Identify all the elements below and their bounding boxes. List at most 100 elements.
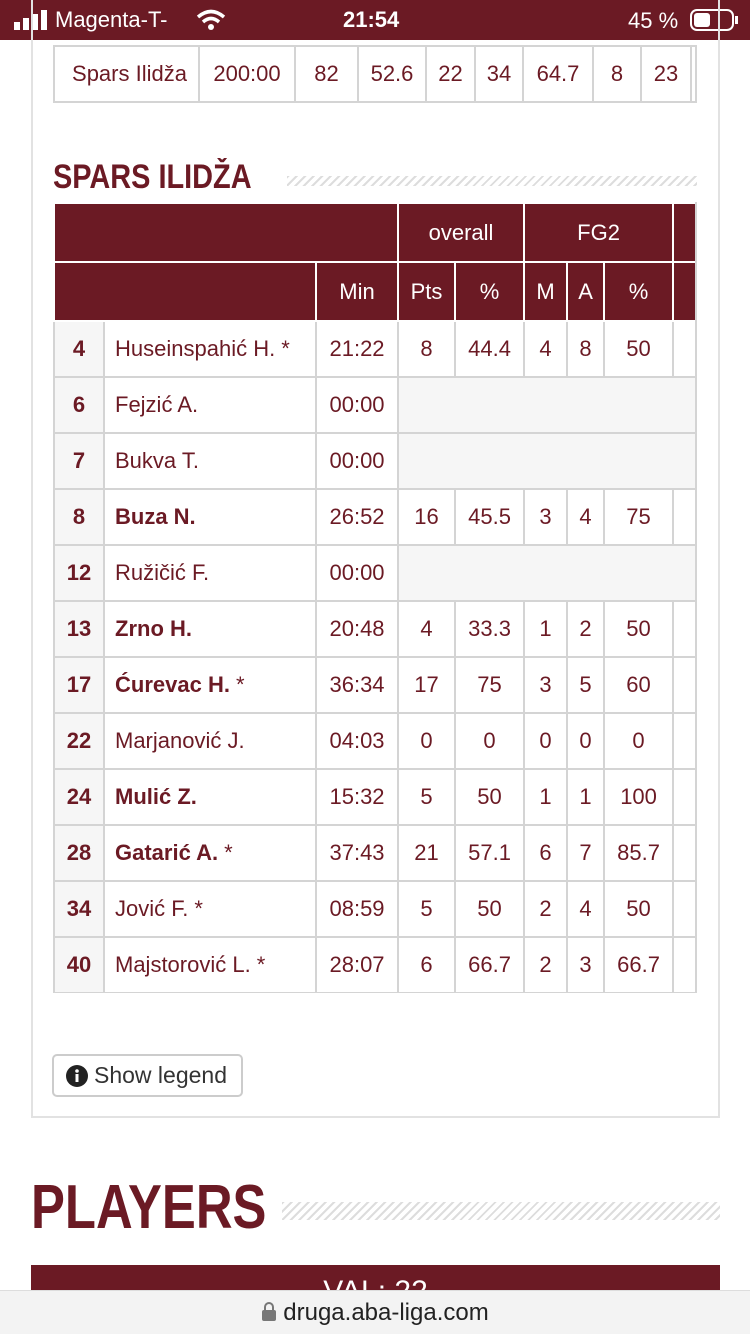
empty-stats <box>397 544 695 602</box>
show-legend-button[interactable]: Show legend <box>52 1054 243 1097</box>
player-row: 12 Ružičić F. 00:00 <box>53 544 695 602</box>
stat: 2 <box>566 600 606 658</box>
header-cell <box>53 261 317 322</box>
player-name: Gatarić A. <box>115 840 219 865</box>
stat: 4 <box>566 488 606 546</box>
totals-cell: 82 <box>294 45 359 103</box>
stat: 2 <box>672 824 695 882</box>
section-title: SPARS ILIDŽA <box>53 158 252 196</box>
stat: 0 <box>603 712 675 770</box>
button-label: Show legend <box>94 1062 227 1088</box>
totals-cell: 200:00 <box>198 45 296 103</box>
stat: 5 <box>566 656 606 714</box>
stat: 17 <box>397 656 457 714</box>
player-number: 7 <box>53 432 105 490</box>
column-header: Min <box>314 261 400 322</box>
column-header: Pts <box>397 261 457 322</box>
minutes: 26:52 <box>314 488 400 546</box>
stat: 1 <box>566 768 606 826</box>
stat: 0 <box>454 712 526 770</box>
carrier: Magenta-T- <box>55 7 168 32</box>
stat: 0 <box>672 600 695 658</box>
column-header: A <box>566 261 606 322</box>
card <box>31 0 720 1118</box>
players-hatch <box>282 1202 720 1220</box>
totals-cell: 52.6 <box>357 45 427 103</box>
starter-mark: * <box>235 672 245 697</box>
stat: 44.4 <box>454 320 526 378</box>
player-name-cell: Bukva T. <box>103 432 317 490</box>
battery-text: 45 % <box>628 8 679 33</box>
minutes: 21:22 <box>314 320 400 378</box>
player-name-cell: Mulić Z. <box>103 768 317 826</box>
totals-row: Spars Ilidža 200:00 82 52.6 22 34 64.7 8 23 <box>53 45 695 103</box>
stat: 0 <box>566 712 606 770</box>
player-name-cell: Buza N. <box>103 488 317 546</box>
stat: 4 <box>397 600 457 658</box>
totals-cell: 64.7 <box>522 45 594 103</box>
minutes: 00:00 <box>314 376 400 434</box>
stat: 4 <box>523 320 569 378</box>
stat: 3 <box>566 936 606 993</box>
empty-stats <box>397 432 695 490</box>
player-name-cell: Jović F. * <box>103 880 317 938</box>
player-name: Fejzić A. <box>115 392 199 417</box>
player-name: Mulić Z. <box>115 784 197 809</box>
stat: 50 <box>454 880 526 938</box>
stat: 100 <box>603 768 675 826</box>
stat: 0 <box>672 712 695 770</box>
player-name: Jović F. <box>115 896 189 921</box>
title-hatch <box>287 176 697 186</box>
player-name: Marjanović J. <box>115 728 245 753</box>
battery-icon <box>690 9 738 31</box>
stat: 0 <box>672 936 695 993</box>
stat: 85.7 <box>603 824 675 882</box>
stat: 3 <box>523 656 569 714</box>
players-title: PLAYERS <box>31 1173 267 1242</box>
stat: 1 <box>523 600 569 658</box>
stat: 5 <box>397 880 457 938</box>
player-number: 6 <box>53 376 105 434</box>
stat: 50 <box>603 600 675 658</box>
minutes: 37:43 <box>314 824 400 882</box>
stat: 2 <box>523 936 569 993</box>
header-cell <box>53 202 400 263</box>
player-number: 13 <box>53 600 105 658</box>
player-name-cell: Marjanović J. <box>103 712 317 770</box>
url: druga.aba-liga.com <box>283 1299 489 1326</box>
column-header: % <box>603 261 675 322</box>
stat: 0 <box>672 880 695 938</box>
stat: 16 <box>397 488 457 546</box>
tbody: Spars Ilidža 200:00 82 52.6 22 34 64.7 8 23 <box>53 45 695 103</box>
info-icon <box>66 1064 88 1087</box>
url-bar: druga.aba-liga.com <box>0 1290 750 1334</box>
stat: 2 <box>672 488 695 546</box>
player-number: 12 <box>53 544 105 602</box>
starter-mark: * <box>224 840 233 865</box>
stat: 66.7 <box>603 936 675 993</box>
stat: 1 <box>672 768 695 826</box>
minutes: 20:48 <box>314 600 400 658</box>
clock: 21:54 <box>343 7 400 32</box>
stat: 3 <box>523 488 569 546</box>
player-number: 40 <box>53 936 105 993</box>
player-number: 4 <box>53 320 105 378</box>
stat: 57.1 <box>454 824 526 882</box>
column-header: % <box>454 261 526 322</box>
player-number: 8 <box>53 488 105 546</box>
minutes: 00:00 <box>314 432 400 490</box>
player-name: Huseinspahić H. <box>115 336 276 361</box>
minutes: 00:00 <box>314 544 400 602</box>
column-header: M <box>672 261 695 322</box>
player-name: Bukva T. <box>115 448 199 473</box>
